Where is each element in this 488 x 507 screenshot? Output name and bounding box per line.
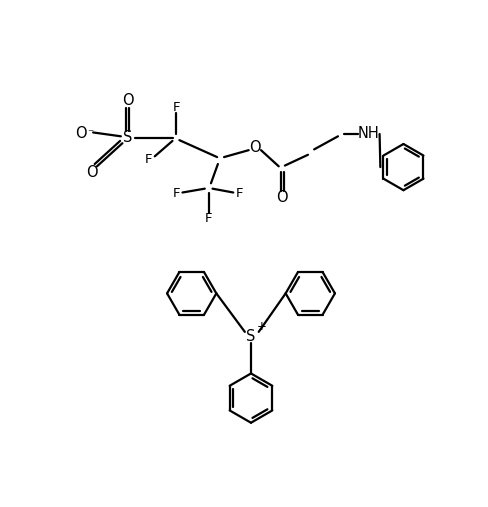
Text: O: O [248,140,260,155]
Text: O: O [275,191,287,205]
Text: O: O [122,93,133,108]
Text: ⁻: ⁻ [87,127,93,140]
Text: F: F [204,212,212,225]
Text: F: F [172,187,180,200]
Text: O: O [85,165,97,180]
Text: F: F [172,100,180,114]
Text: F: F [235,187,243,200]
Text: S: S [246,329,255,344]
Text: O: O [75,126,87,141]
Text: +: + [257,319,266,333]
Text: F: F [144,153,152,166]
Text: S: S [123,130,132,146]
Text: NH: NH [357,126,379,141]
